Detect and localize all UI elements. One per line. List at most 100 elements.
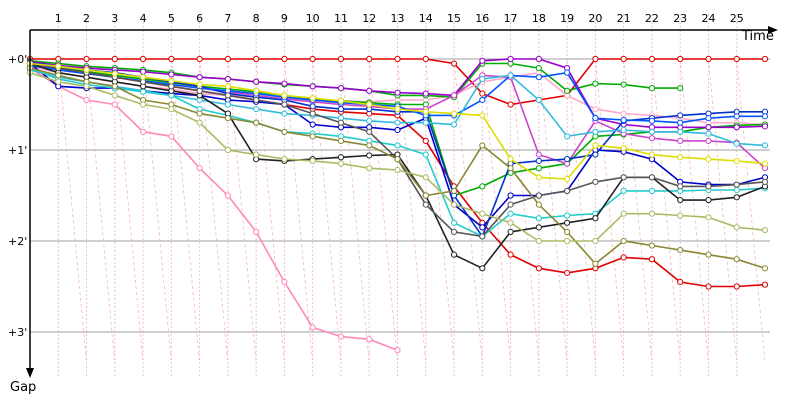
data-point — [761, 123, 769, 130]
data-point — [648, 256, 656, 263]
guide-dash — [227, 58, 257, 361]
data-point — [309, 55, 316, 63]
data-point — [168, 55, 175, 63]
data-point — [705, 55, 712, 63]
data-point — [535, 237, 542, 245]
data-point — [677, 85, 684, 92]
data-point — [507, 156, 514, 163]
data-point — [253, 119, 260, 126]
y-tick-label: +3' — [8, 326, 27, 339]
data-point — [450, 219, 458, 226]
data-point — [705, 130, 712, 137]
x-tick-label: 2 — [83, 12, 90, 25]
x-tick-label: 12 — [362, 12, 376, 25]
data-point — [479, 96, 486, 104]
data-point — [450, 121, 458, 128]
data-point — [394, 347, 401, 354]
data-point — [309, 133, 316, 140]
data-point — [309, 110, 316, 117]
data-point — [592, 178, 599, 185]
data-point — [168, 77, 175, 84]
data-point — [507, 228, 514, 235]
data-point — [535, 74, 542, 81]
data-point — [196, 119, 203, 126]
data-point — [224, 115, 231, 122]
data-point — [196, 87, 203, 94]
data-point — [139, 74, 147, 81]
data-point — [55, 72, 62, 79]
data-point — [705, 196, 712, 204]
data-point — [592, 151, 599, 158]
data-point — [83, 66, 90, 74]
x-tick-label: 22 — [645, 12, 659, 25]
guide-dash — [538, 58, 568, 361]
data-point — [761, 55, 769, 63]
guide-dash — [425, 58, 455, 361]
data-point — [564, 269, 571, 276]
data-point — [677, 183, 684, 190]
y-tick-label: +0' — [8, 53, 27, 66]
data-point — [507, 210, 514, 217]
series-layer — [26, 55, 769, 354]
data-point — [677, 119, 684, 126]
data-point — [507, 55, 514, 63]
data-point — [168, 133, 175, 140]
guide-dash — [86, 58, 115, 361]
data-point — [564, 212, 571, 219]
guide-dash — [284, 58, 313, 361]
data-point — [479, 90, 486, 97]
data-point — [422, 119, 429, 126]
data-point — [479, 183, 486, 190]
data-point — [394, 156, 401, 163]
guide-dash — [708, 58, 737, 361]
data-point — [479, 112, 486, 119]
data-point — [592, 142, 599, 149]
data-point — [648, 128, 656, 135]
data-point — [394, 119, 401, 126]
data-point — [648, 210, 656, 217]
data-point — [111, 92, 118, 99]
data-point — [111, 83, 118, 90]
data-point — [535, 65, 542, 72]
data-point — [281, 110, 288, 117]
data-point — [281, 278, 288, 286]
data-point — [507, 219, 514, 226]
data-point — [677, 112, 684, 119]
data-point — [139, 128, 147, 135]
data-point — [366, 142, 373, 149]
data-point — [733, 55, 740, 63]
data-point — [281, 92, 288, 99]
data-point — [168, 71, 175, 78]
data-point — [366, 336, 373, 343]
data-point — [309, 324, 316, 331]
data-point — [535, 96, 542, 104]
data-point — [648, 55, 656, 63]
x-tick-label: 7 — [224, 12, 231, 25]
data-point — [139, 68, 147, 75]
data-point — [281, 156, 288, 163]
data-point — [620, 110, 627, 117]
data-point — [394, 105, 401, 113]
guide-dash — [566, 58, 596, 361]
data-point — [366, 128, 373, 135]
data-point — [422, 90, 429, 97]
data-point — [761, 160, 769, 167]
data-point — [564, 237, 571, 245]
data-point — [253, 96, 260, 104]
data-point — [620, 187, 627, 195]
data-point — [620, 237, 627, 245]
guide-dash — [510, 58, 539, 361]
guide-dash — [57, 58, 87, 361]
data-point — [394, 166, 401, 174]
data-point — [705, 137, 712, 144]
data-point — [592, 105, 599, 113]
data-point — [733, 194, 740, 201]
data-point — [224, 75, 231, 83]
data-point — [648, 187, 656, 195]
data-point — [422, 55, 429, 63]
data-point — [620, 174, 627, 181]
data-point — [253, 55, 260, 63]
data-point — [111, 70, 118, 77]
data-point — [535, 157, 542, 165]
data-point — [620, 210, 627, 217]
